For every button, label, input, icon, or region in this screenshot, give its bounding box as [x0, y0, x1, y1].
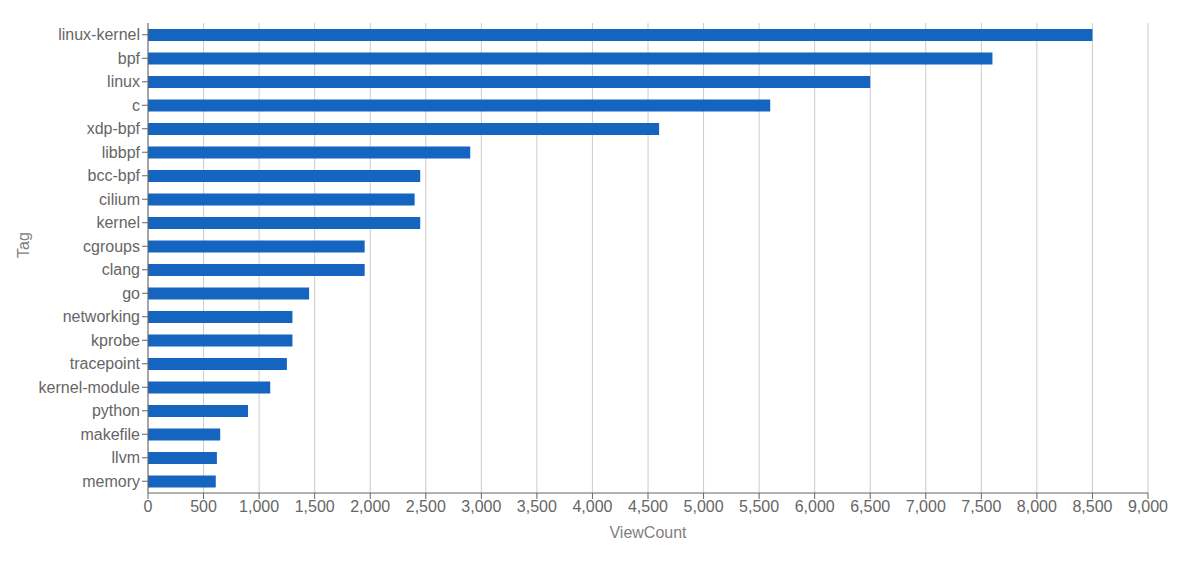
svg-text:kprobe: kprobe	[91, 332, 140, 349]
svg-text:1,500: 1,500	[295, 498, 335, 515]
svg-text:0: 0	[144, 498, 153, 515]
svg-text:kernel-module: kernel-module	[39, 379, 140, 396]
svg-text:6,500: 6,500	[850, 498, 890, 515]
svg-text:8,500: 8,500	[1072, 498, 1112, 515]
svg-text:makefile: makefile	[80, 426, 140, 443]
svg-text:3,500: 3,500	[517, 498, 557, 515]
svg-text:cgroups: cgroups	[83, 238, 140, 255]
svg-text:xdp-bpf: xdp-bpf	[87, 120, 141, 137]
svg-text:linux: linux	[107, 73, 140, 90]
svg-text:6,000: 6,000	[795, 498, 835, 515]
svg-text:9,000: 9,000	[1128, 498, 1168, 515]
svg-text:c: c	[132, 97, 140, 114]
svg-text:llvm: llvm	[112, 449, 140, 466]
svg-text:bpf: bpf	[118, 50, 141, 67]
svg-text:4,000: 4,000	[572, 498, 612, 515]
svg-text:8,000: 8,000	[1017, 498, 1057, 515]
svg-text:1,000: 1,000	[239, 498, 279, 515]
svg-text:2,000: 2,000	[350, 498, 390, 515]
svg-text:5,000: 5,000	[684, 498, 724, 515]
svg-text:2,500: 2,500	[406, 498, 446, 515]
svg-text:5,500: 5,500	[739, 498, 779, 515]
svg-text:memory: memory	[82, 473, 140, 490]
svg-text:500: 500	[190, 498, 217, 515]
svg-text:kernel: kernel	[96, 214, 140, 231]
svg-text:bcc-bpf: bcc-bpf	[88, 167, 141, 184]
svg-text:libbpf: libbpf	[102, 144, 141, 161]
svg-text:4,500: 4,500	[628, 498, 668, 515]
svg-text:ViewCount: ViewCount	[609, 524, 687, 541]
svg-text:networking: networking	[63, 308, 140, 325]
svg-text:clang: clang	[102, 261, 140, 278]
svg-text:Tag: Tag	[15, 232, 32, 258]
svg-text:3,000: 3,000	[461, 498, 501, 515]
svg-text:7,500: 7,500	[961, 498, 1001, 515]
svg-text:tracepoint: tracepoint	[70, 355, 141, 372]
svg-text:7,000: 7,000	[906, 498, 946, 515]
svg-text:go: go	[122, 285, 140, 302]
svg-text:linux-kernel: linux-kernel	[58, 26, 140, 43]
svg-text:python: python	[92, 402, 140, 419]
svg-text:cilium: cilium	[99, 191, 140, 208]
